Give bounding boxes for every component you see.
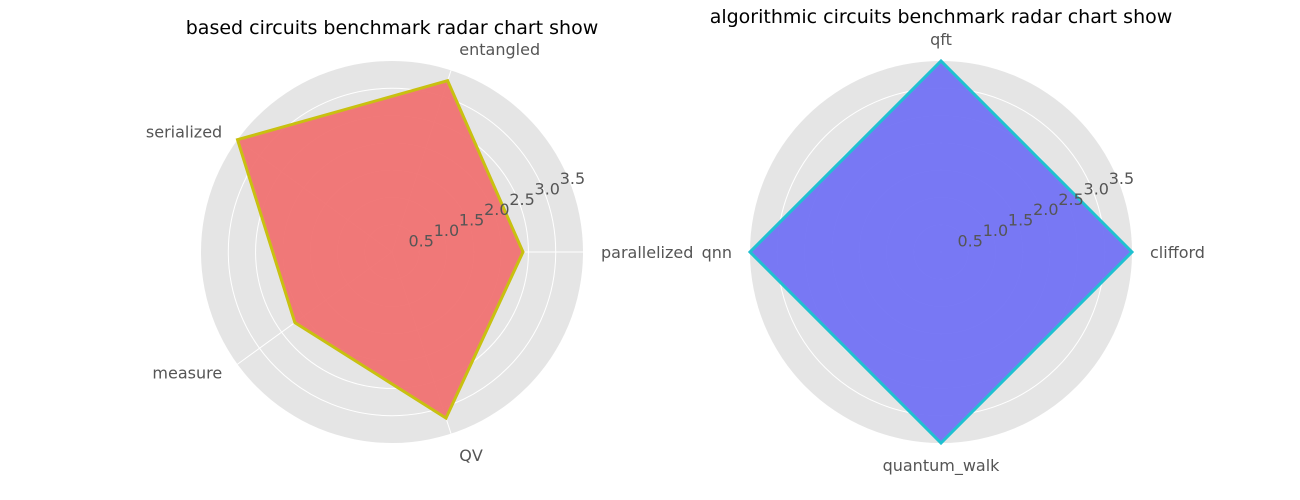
- category-label: qnn: [702, 243, 732, 262]
- radial-tick-label: 2.0: [1033, 200, 1058, 219]
- category-label: measure: [152, 364, 222, 383]
- radial-tick-label: 3.0: [1084, 179, 1109, 198]
- category-label: clifford: [1150, 243, 1205, 262]
- data-line: [747, 58, 1135, 446]
- radar-chart-2: algorithmic circuits benchmark radar cha…: [702, 6, 1205, 476]
- radial-tick-label: 2.5: [509, 190, 534, 209]
- radial-tick-label: 3.5: [560, 169, 585, 188]
- radial-tick-label: 3.0: [535, 179, 560, 198]
- radial-tick-label: 1.5: [1008, 211, 1033, 230]
- category-label: serialized: [146, 123, 222, 142]
- radial-tick-label: 3.5: [1109, 169, 1134, 188]
- radial-tick-label: 1.0: [434, 221, 459, 240]
- radial-tick-label: 2.5: [1058, 190, 1083, 209]
- category-label: quantum_walk: [883, 456, 1001, 476]
- chart-title: based circuits benchmark radar chart sho…: [186, 17, 599, 39]
- category-label: parallelized: [601, 243, 693, 262]
- category-label: QV: [459, 446, 483, 465]
- radar-chart-1: based circuits benchmark radar chart sho…: [146, 17, 693, 465]
- category-label: qft: [930, 30, 952, 49]
- radial-tick-label: 2.0: [484, 200, 509, 219]
- radial-tick-label: 1.0: [983, 221, 1008, 240]
- data-line: [235, 78, 525, 421]
- category-label: entangled: [459, 40, 540, 59]
- chart-title: algorithmic circuits benchmark radar cha…: [710, 6, 1173, 28]
- radial-tick-label: 1.5: [459, 211, 484, 230]
- radial-tick-label: 0.5: [957, 232, 982, 251]
- data-area: [237, 80, 523, 419]
- radial-tick-label: 0.5: [408, 232, 433, 251]
